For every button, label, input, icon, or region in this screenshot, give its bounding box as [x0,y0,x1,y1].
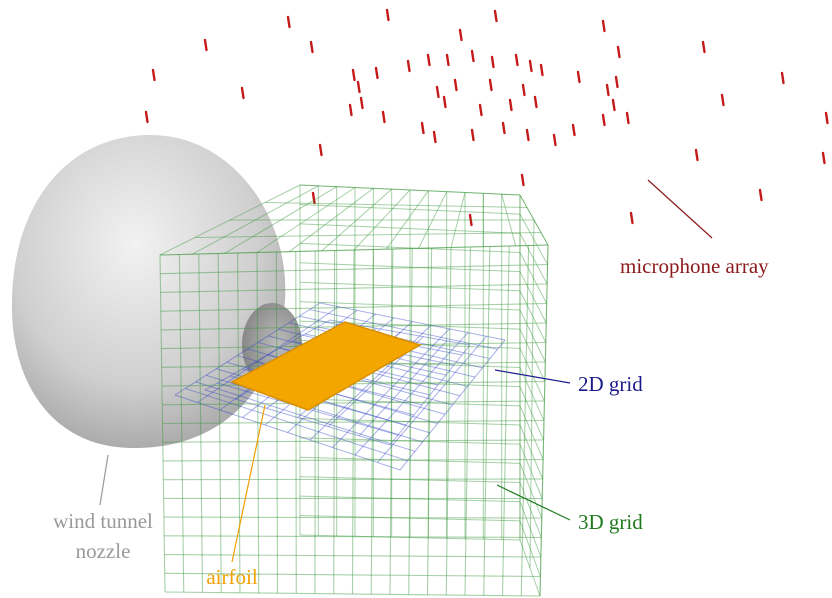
microphone [387,10,389,20]
microphone [376,68,378,78]
microphone [472,51,474,61]
leader-line [232,405,265,562]
microphone [490,80,492,90]
microphone [361,98,363,108]
microphone [616,77,618,87]
figure: microphone array 2D grid 3D grid wind tu… [0,0,832,598]
microphone [627,113,629,123]
label: nozzle [76,539,131,563]
microphone [437,87,439,97]
microphone [607,85,609,95]
leader-line [100,455,108,505]
microphone [503,123,505,133]
microphone [522,175,524,185]
microphone [527,130,529,140]
microphone [603,21,605,31]
microphone [311,42,313,52]
microphone [530,61,532,71]
microphone [434,132,436,142]
microphone [205,40,207,50]
microphone [444,97,446,107]
microphone [510,100,512,110]
microphone [288,17,290,27]
microphone [472,130,474,140]
microphone [722,95,724,105]
microphone [480,105,482,115]
microphone [823,153,825,163]
microphone [523,85,525,95]
microphone [358,82,360,92]
microphone [516,55,518,65]
microphone [383,112,385,122]
label: microphone array [620,254,769,278]
microphone [146,112,148,122]
microphone [495,11,497,21]
microphone [455,80,457,90]
microphone [573,125,575,135]
leader-line [497,485,570,520]
microphone [428,55,430,65]
microphone [613,100,615,110]
microphone [353,70,355,80]
label: airfoil [206,565,257,589]
microphone [535,97,537,107]
microphone [826,113,828,123]
microphone [408,61,410,71]
microphone [696,150,698,160]
microphone [578,72,580,82]
leader-line [648,180,712,238]
microphone [242,88,244,98]
label: 2D grid [578,372,643,396]
microphone [350,105,352,115]
microphone [603,115,605,125]
nozzle [12,135,285,448]
microphone [460,30,462,40]
microphone [313,193,315,203]
microphone [631,213,633,223]
microphone [618,47,620,57]
microphone [320,145,322,155]
microphone [703,42,705,52]
microphone [760,190,762,200]
label: 3D grid [578,510,643,534]
microphone [541,65,543,75]
grid-line [163,479,542,480]
microphone [554,135,556,145]
label: wind tunnel [53,509,153,533]
microphone [422,123,424,133]
microphone [782,73,784,83]
microphone [492,57,494,67]
microphone [153,70,155,80]
microphone [447,55,449,65]
